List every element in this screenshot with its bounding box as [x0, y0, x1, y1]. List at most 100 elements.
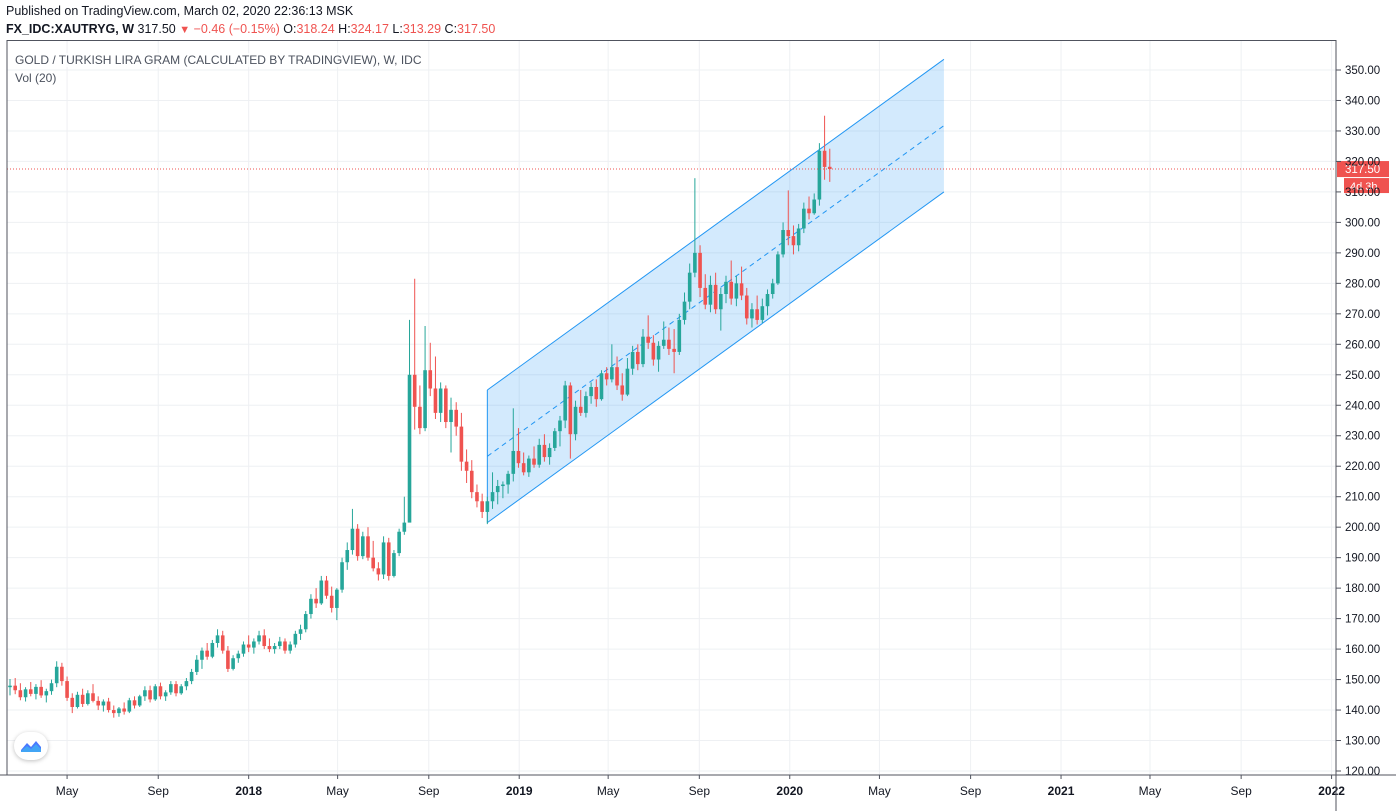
candle	[776, 251, 780, 285]
candle-body	[817, 150, 822, 200]
price-tick-label: 310.00	[1345, 187, 1380, 199]
candle-body	[454, 409, 459, 427]
candle-body	[194, 659, 199, 672]
candle-body	[39, 686, 43, 696]
candle	[594, 379, 599, 407]
candle-body	[677, 319, 682, 352]
candle-body	[610, 367, 614, 380]
price-tick-label: 180.00	[1345, 583, 1380, 595]
candle-body	[568, 385, 573, 435]
candle-body	[80, 694, 85, 704]
candle	[532, 446, 536, 468]
candle-body	[298, 629, 303, 634]
candle-body	[418, 406, 422, 429]
candle	[760, 298, 765, 323]
candle	[329, 586, 334, 613]
price-tick-label: 220.00	[1345, 461, 1380, 473]
price-tick-label: 240.00	[1345, 400, 1380, 412]
time-tick-label: May	[597, 784, 620, 798]
candle	[8, 678, 12, 696]
candle	[490, 472, 495, 509]
candle-body	[641, 336, 645, 365]
candle	[444, 385, 448, 429]
price-chart[interactable]: 317.50 4d 3h 120.00 130.00 140.00 150.00 160.…	[0, 40, 1396, 811]
price-tick-label: 200.00	[1345, 522, 1380, 534]
candle	[210, 639, 215, 659]
candle	[480, 493, 484, 519]
close-label: C:	[444, 22, 458, 36]
candle	[371, 540, 375, 572]
candle	[335, 588, 339, 621]
last-price-badge	[1337, 161, 1389, 178]
candle	[646, 315, 650, 349]
candle	[563, 380, 567, 429]
candle-body	[490, 492, 495, 502]
change-value: −0.46 (−0.15%)	[193, 22, 280, 36]
candle	[80, 688, 85, 707]
candle	[194, 655, 199, 675]
candle-body	[573, 406, 578, 435]
candle-body	[54, 666, 59, 684]
candle	[220, 630, 225, 654]
candle	[402, 496, 407, 535]
candle-body	[44, 691, 49, 696]
candle	[189, 668, 194, 685]
price-tick-label: 270.00	[1345, 309, 1380, 321]
candle	[791, 225, 796, 255]
candle	[309, 594, 313, 619]
price-tick-label: 140.00	[1345, 705, 1380, 717]
candle-body	[822, 150, 827, 167]
candle-body	[563, 385, 567, 421]
legend-title[interactable]: GOLD / TURKISH LIRA GRAM (CALCULATED BY …	[15, 53, 422, 67]
time-tick-label: 2019	[506, 784, 533, 798]
candle-body	[661, 339, 666, 346]
candle	[744, 287, 749, 325]
candle-body	[163, 692, 168, 697]
candle	[283, 638, 287, 654]
candle	[278, 636, 282, 650]
candle-body	[615, 367, 619, 386]
time-tick-label: May	[326, 784, 349, 798]
candle-body	[215, 635, 220, 643]
candle	[672, 329, 676, 374]
candle	[23, 687, 28, 702]
candle	[18, 683, 23, 701]
candle-body	[713, 284, 718, 310]
candle-body	[153, 686, 158, 700]
candle	[350, 508, 355, 555]
candle	[13, 678, 17, 695]
candle	[86, 690, 90, 706]
candle-body	[604, 373, 609, 380]
candle	[625, 358, 630, 397]
candle-body	[719, 294, 723, 310]
candle-body	[189, 671, 194, 682]
candle-body	[143, 690, 147, 697]
chart-header: Published on TradingView.com, March 02, …	[0, 0, 1396, 40]
candle-body	[371, 557, 375, 569]
candle-body	[158, 686, 163, 697]
candle	[739, 266, 744, 301]
candle	[636, 344, 640, 371]
candle-body	[516, 450, 521, 464]
candle	[630, 345, 635, 375]
price-tick-label: 350.00	[1345, 65, 1380, 77]
last-price-value: 317.50	[137, 22, 176, 36]
candle-body	[262, 635, 267, 647]
tradingview-logo[interactable]	[14, 732, 48, 760]
candle-body	[558, 420, 562, 432]
candle-body	[386, 542, 391, 576]
candle-body	[231, 658, 235, 669]
candle-body	[132, 700, 137, 706]
candle-body	[620, 385, 625, 395]
open-label: O:	[283, 22, 297, 36]
candle-body	[698, 252, 702, 288]
candle-body	[469, 470, 474, 493]
candle	[506, 470, 510, 494]
candle-body	[584, 396, 588, 413]
legend-volume[interactable]: Vol (20)	[15, 71, 57, 85]
candle	[516, 428, 521, 468]
high-label: H:	[338, 22, 351, 36]
price-tick-label: 280.00	[1345, 278, 1380, 290]
candle	[272, 642, 277, 654]
candle-body	[122, 708, 126, 712]
